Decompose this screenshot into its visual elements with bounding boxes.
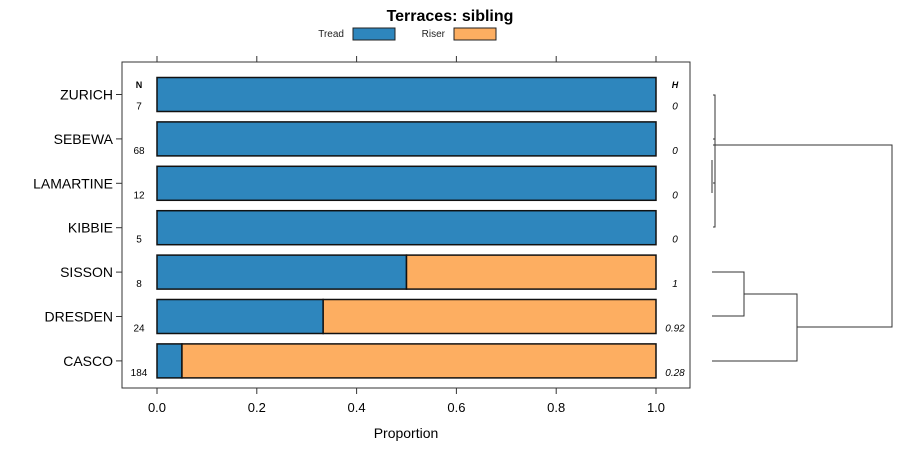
n-value: 184 xyxy=(131,368,148,379)
category-label: DRESDEN xyxy=(45,309,113,325)
h-value: 0 xyxy=(672,146,678,157)
n-value: 5 xyxy=(136,235,142,246)
x-tick-label: 1.0 xyxy=(647,400,665,415)
n-value: 12 xyxy=(133,190,145,201)
bar-riser xyxy=(405,254,657,290)
h-value: 0.28 xyxy=(665,368,685,379)
legend-swatch-tread xyxy=(352,27,396,41)
h-header: H xyxy=(672,80,679,90)
bar-tread xyxy=(156,121,657,157)
x-tick-label: 0.8 xyxy=(547,400,565,415)
plot-frame xyxy=(121,61,691,389)
category-label: SEBEWA xyxy=(54,131,114,147)
dendrogram xyxy=(711,94,893,362)
bar-riser xyxy=(322,298,657,335)
category-label: ZURICH xyxy=(60,87,113,103)
chart-title: Terraces: sibling xyxy=(387,8,514,25)
x-tick-label: 0.4 xyxy=(348,400,366,415)
category-label: LAMARTINE xyxy=(33,175,113,191)
x-tick-label: 0.2 xyxy=(248,400,266,415)
h-value: 1 xyxy=(672,279,678,290)
bar-tread xyxy=(156,298,324,335)
bar-tread xyxy=(156,76,657,113)
bar-riser xyxy=(181,343,657,379)
legend-swatch-riser xyxy=(453,27,497,41)
bar-tread xyxy=(156,254,408,290)
bar-tread xyxy=(156,343,183,379)
x-tick-label: 0.0 xyxy=(148,400,166,415)
n-value: 24 xyxy=(133,324,145,335)
legend-label-tread: Tread xyxy=(318,29,344,40)
category-label: KIBBIE xyxy=(68,220,113,236)
n-value: 68 xyxy=(133,146,145,157)
x-axis-label: Proportion xyxy=(374,425,439,441)
x-tick-label: 0.6 xyxy=(447,400,465,415)
bar-tread xyxy=(156,209,657,246)
h-value: 0 xyxy=(672,190,678,201)
h-value: 0 xyxy=(672,235,678,246)
legend-label-riser: Riser xyxy=(422,29,446,40)
n-value: 8 xyxy=(136,279,142,290)
category-label: SISSON xyxy=(60,264,113,280)
h-value: 0.92 xyxy=(665,324,685,335)
category-label: CASCO xyxy=(63,353,113,369)
h-value: 0 xyxy=(672,102,678,113)
n-value: 7 xyxy=(136,102,142,113)
n-header: N xyxy=(136,80,143,90)
bar-tread xyxy=(156,165,657,202)
